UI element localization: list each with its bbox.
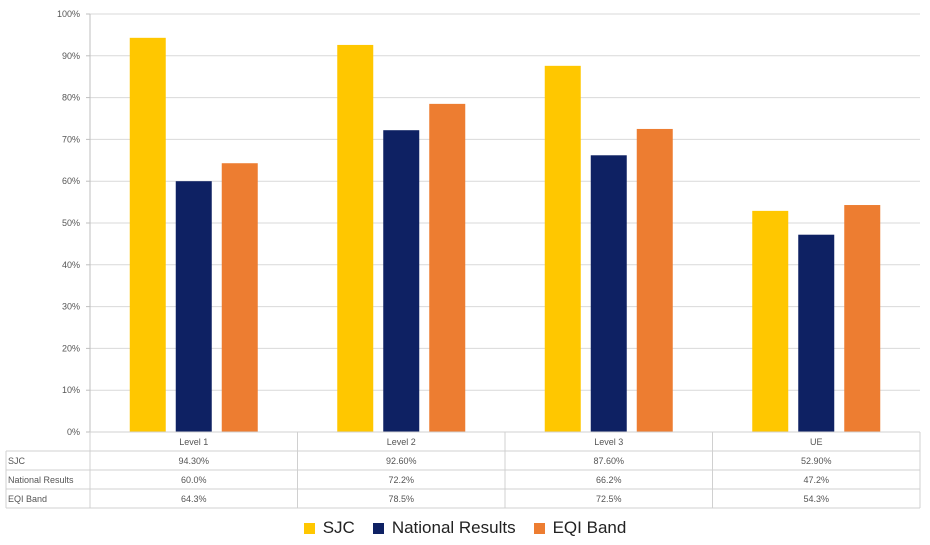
table-cell-national-results-level-3: 66.2%: [596, 475, 622, 485]
y-tick-label-70: 70%: [62, 134, 80, 144]
legend-item-sjc: SJC: [303, 518, 355, 538]
bar-sjc-level-2: [337, 44, 374, 432]
table-cell-eqi-band-ue: 54.3%: [803, 494, 829, 504]
legend-swatch-sjc: [303, 522, 315, 534]
table-cell-eqi-band-level-1: 64.3%: [181, 494, 207, 504]
table-row-label-national-results: National Results: [8, 475, 74, 485]
table-cell-sjc-ue: 52.90%: [801, 456, 832, 466]
legend-item-eqi-band: EQI Band: [533, 518, 627, 538]
x-category-label-level-2: Level 2: [387, 437, 416, 447]
bar-eqi-band-level-2: [429, 103, 466, 433]
bar-sjc-level-1: [129, 37, 166, 433]
legend-label-eqi-band: EQI Band: [552, 518, 627, 537]
legend-label-national-results: National Results: [391, 518, 516, 537]
y-tick-label-100: 100%: [57, 9, 80, 19]
bar-national-results-level-3: [590, 155, 627, 432]
bar-eqi-band-level-3: [636, 128, 673, 432]
table-cell-sjc-level-3: 87.60%: [593, 456, 624, 466]
y-tick-label-20: 20%: [62, 343, 80, 353]
bar-sjc-level-3: [544, 65, 581, 432]
bar-national-results-ue: [798, 234, 835, 432]
x-category-label-level-3: Level 3: [594, 437, 623, 447]
table-cell-national-results-level-2: 72.2%: [388, 475, 414, 485]
x-category-label-level-1: Level 1: [179, 437, 208, 447]
table-cell-national-results-level-1: 60.0%: [181, 475, 207, 485]
legend-swatch-eqi-band: [533, 522, 545, 534]
y-tick-label-40: 40%: [62, 260, 80, 270]
table-cell-national-results-ue: 47.2%: [803, 475, 829, 485]
y-tick-label-80: 80%: [62, 93, 80, 103]
bar-national-results-level-1: [175, 181, 212, 432]
legend-label-sjc: SJC: [322, 518, 355, 537]
bar-national-results-level-2: [383, 130, 420, 433]
table-cell-sjc-level-2: 92.60%: [386, 456, 417, 466]
legend-swatch-national-results: [372, 522, 384, 534]
legend: SJC National Results EQI Band: [0, 518, 930, 538]
table-cell-sjc-level-1: 94.30%: [178, 456, 209, 466]
x-category-label-ue: UE: [810, 437, 823, 447]
bar-sjc-ue: [752, 210, 789, 432]
y-tick-label-90: 90%: [62, 51, 80, 61]
y-tick-label-30: 30%: [62, 302, 80, 312]
table-row-label-eqi-band: EQI Band: [8, 494, 47, 504]
chart-svg: 0% 10% 20% 30% 40% 50% 60% 70% 80% 90% 100% Level 1…: [5, 9, 921, 509]
table-cell-eqi-band-level-2: 78.5%: [388, 494, 414, 504]
bar-eqi-band-ue: [844, 205, 881, 432]
bar-eqi-band-level-1: [221, 163, 258, 432]
table-row-label-sjc: SJC: [8, 456, 26, 466]
y-tick-label-50: 50%: [62, 218, 80, 228]
legend-item-national-results: National Results: [372, 518, 516, 538]
y-tick-label-60: 60%: [62, 176, 80, 186]
y-tick-label-10: 10%: [62, 385, 80, 395]
y-tick-label-0: 0%: [67, 427, 80, 437]
table-cell-eqi-band-level-3: 72.5%: [596, 494, 622, 504]
